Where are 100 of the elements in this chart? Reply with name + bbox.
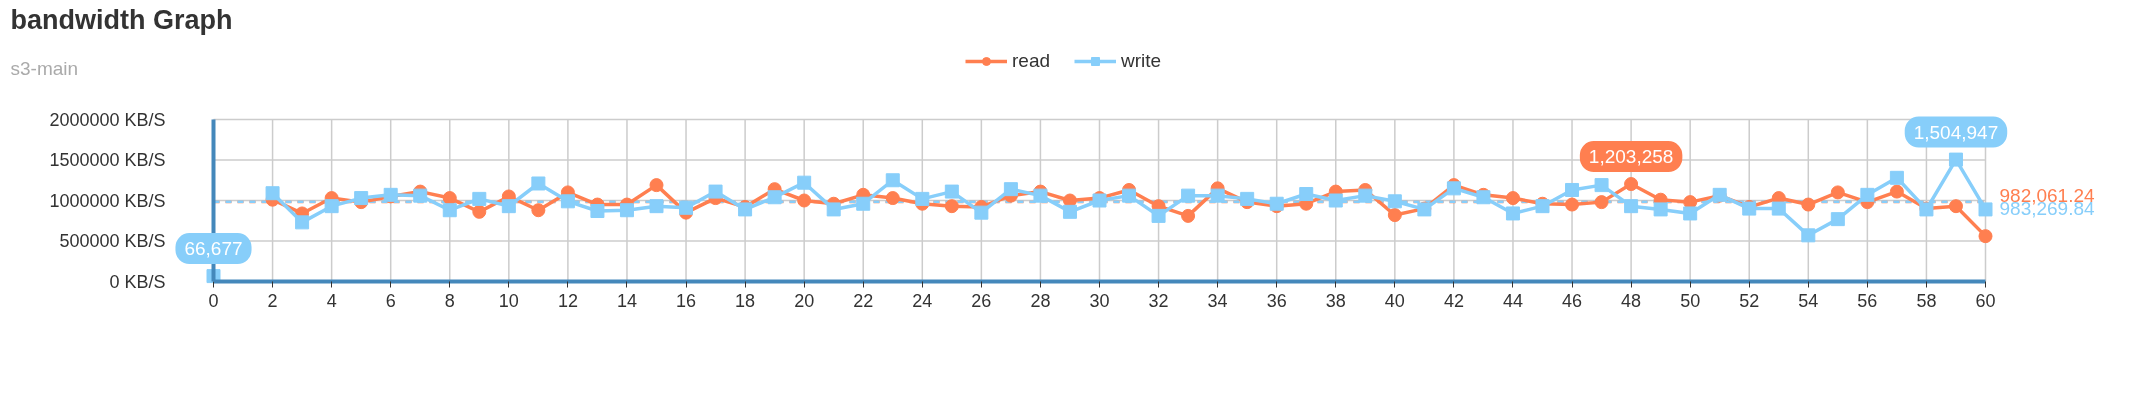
point	[295, 215, 310, 230]
x-tick-label: 50	[1680, 290, 1701, 311]
point	[1978, 229, 1993, 244]
point	[1683, 206, 1698, 221]
point	[1889, 184, 1904, 199]
x-tick-label: 14	[616, 290, 637, 311]
point	[1948, 199, 1963, 214]
legend-label: write	[1121, 50, 1162, 72]
point	[1240, 191, 1255, 206]
x-tick-label: 36	[1266, 290, 1287, 311]
y-tick-label: 1500000 KB/S	[49, 150, 166, 170]
point	[1062, 204, 1077, 219]
point	[1565, 182, 1580, 197]
point	[501, 199, 516, 214]
point	[915, 191, 930, 206]
point	[590, 204, 605, 219]
y-tick-label: 1000000 KB/S	[49, 190, 166, 211]
point	[944, 184, 959, 199]
point	[1771, 201, 1786, 216]
x-tick-label: 22	[853, 290, 874, 311]
point	[1948, 152, 1963, 167]
x-tick-label: 56	[1857, 290, 1878, 311]
point	[1624, 177, 1639, 192]
x-tick-label: 60	[1975, 290, 1996, 311]
point	[797, 175, 812, 190]
point	[1181, 208, 1196, 223]
point	[1181, 188, 1196, 203]
x-tick-label: 32	[1148, 290, 1169, 311]
point	[531, 203, 546, 218]
x-tick-label: 0	[208, 290, 219, 311]
y-tick-label: 2000000 KB/S	[49, 109, 166, 130]
x-tick-label: 8	[444, 290, 455, 311]
point	[1978, 202, 1993, 217]
x-tick-label: 44	[1502, 290, 1523, 311]
point	[1505, 191, 1520, 206]
x-tick-label: 38	[1325, 290, 1346, 311]
x-tick-label: 52	[1739, 290, 1760, 311]
x-tick-label: 20	[794, 290, 815, 311]
point	[1358, 188, 1373, 203]
point	[944, 199, 959, 214]
point	[619, 203, 634, 218]
point	[472, 191, 487, 206]
x-tick-label: 26	[971, 290, 992, 311]
annotation: 1,504,947	[1913, 121, 1999, 143]
annotation: 66,677	[184, 238, 243, 260]
point	[649, 199, 664, 214]
y-tick-label: 0 KB/S	[109, 271, 166, 292]
x-tick-label: 24	[912, 290, 933, 311]
x-tick-label: 4	[326, 290, 337, 311]
point	[1653, 202, 1668, 217]
x-tick-label: 58	[1916, 290, 1937, 311]
point	[1210, 188, 1225, 203]
point	[265, 186, 280, 201]
point	[1299, 187, 1314, 202]
x-tick-label: 40	[1384, 290, 1405, 311]
point	[1387, 194, 1402, 209]
point	[1387, 208, 1402, 223]
x-tick-label: 48	[1621, 290, 1642, 311]
point	[1003, 182, 1018, 197]
point	[472, 204, 487, 219]
point	[1328, 193, 1343, 208]
x-tick-label: 54	[1798, 290, 1819, 311]
point	[1801, 197, 1816, 212]
point	[1122, 188, 1137, 203]
annotation: 1,203,258	[1588, 146, 1674, 168]
point	[1033, 188, 1048, 203]
x-tick-label: 10	[498, 290, 519, 311]
chart-title: bandwidth Graph	[10, 4, 233, 35]
x-tick-label: 34	[1207, 290, 1228, 311]
point	[354, 191, 369, 206]
point	[885, 173, 900, 188]
point	[1505, 206, 1520, 221]
point	[797, 193, 812, 208]
legend-label: read	[1012, 50, 1051, 72]
point	[442, 203, 457, 218]
point	[826, 202, 841, 217]
point	[531, 176, 546, 191]
x-tick-label: 46	[1562, 290, 1583, 311]
point	[856, 196, 871, 211]
x-tick-label: 6	[385, 290, 396, 311]
point	[649, 178, 664, 193]
point	[1624, 199, 1639, 214]
point	[1801, 228, 1816, 243]
point	[679, 200, 694, 215]
x-tick-label: 42	[1443, 290, 1464, 311]
x-tick-label: 12	[557, 290, 578, 311]
y-tick-label: 500000 KB/S	[59, 231, 166, 251]
point	[885, 191, 900, 206]
point	[1594, 178, 1609, 193]
x-tick-label: 30	[1089, 290, 1110, 311]
point	[1830, 212, 1845, 227]
point	[1151, 208, 1166, 223]
point	[974, 205, 989, 220]
point	[1565, 197, 1580, 212]
point	[708, 184, 723, 199]
point	[1860, 187, 1875, 202]
point	[767, 190, 782, 205]
point	[1594, 195, 1609, 210]
point	[1889, 170, 1904, 185]
x-tick-label: 2	[267, 290, 278, 311]
